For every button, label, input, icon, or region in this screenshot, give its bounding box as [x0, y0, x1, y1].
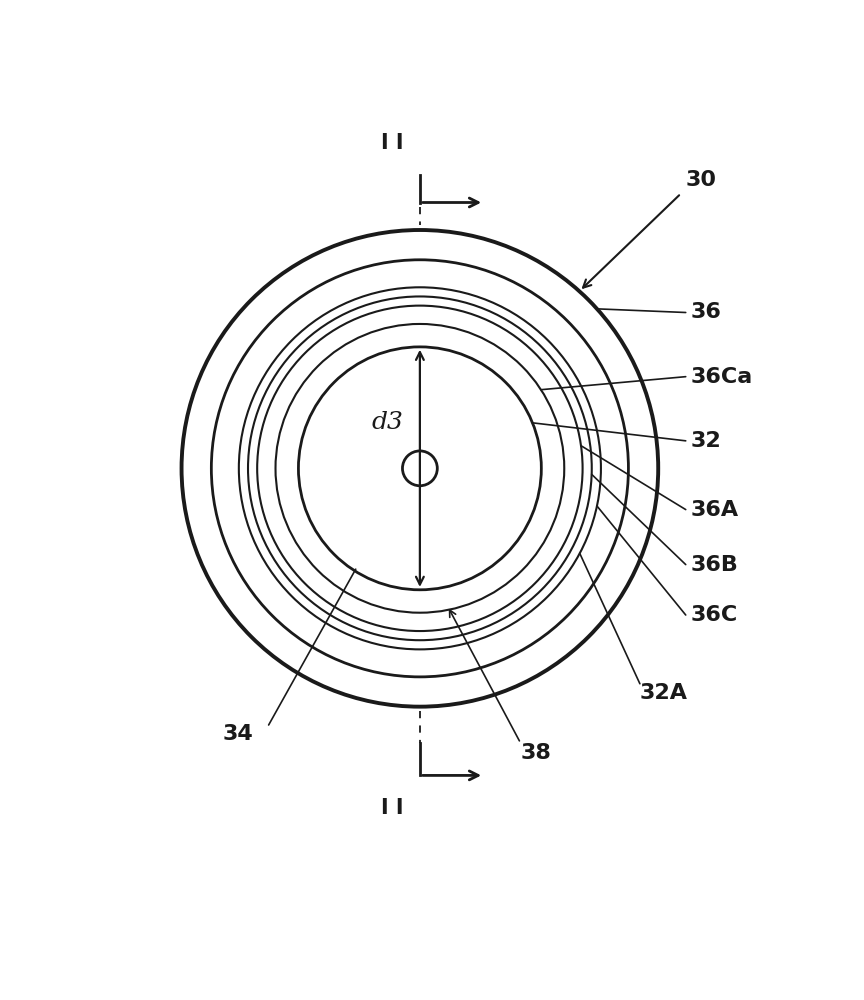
- Text: I I: I I: [381, 798, 403, 818]
- Text: 36Ca: 36Ca: [690, 367, 753, 387]
- Text: 32A: 32A: [640, 683, 688, 703]
- Text: I I: I I: [381, 133, 403, 153]
- Text: d3: d3: [372, 411, 403, 434]
- Text: 36B: 36B: [690, 555, 738, 575]
- Text: 36A: 36A: [690, 500, 739, 520]
- Text: 32: 32: [690, 431, 721, 451]
- Text: 38: 38: [521, 743, 551, 763]
- Text: 34: 34: [223, 724, 253, 744]
- Text: 30: 30: [686, 170, 717, 190]
- Text: 36C: 36C: [690, 605, 738, 625]
- Text: 36: 36: [690, 302, 721, 322]
